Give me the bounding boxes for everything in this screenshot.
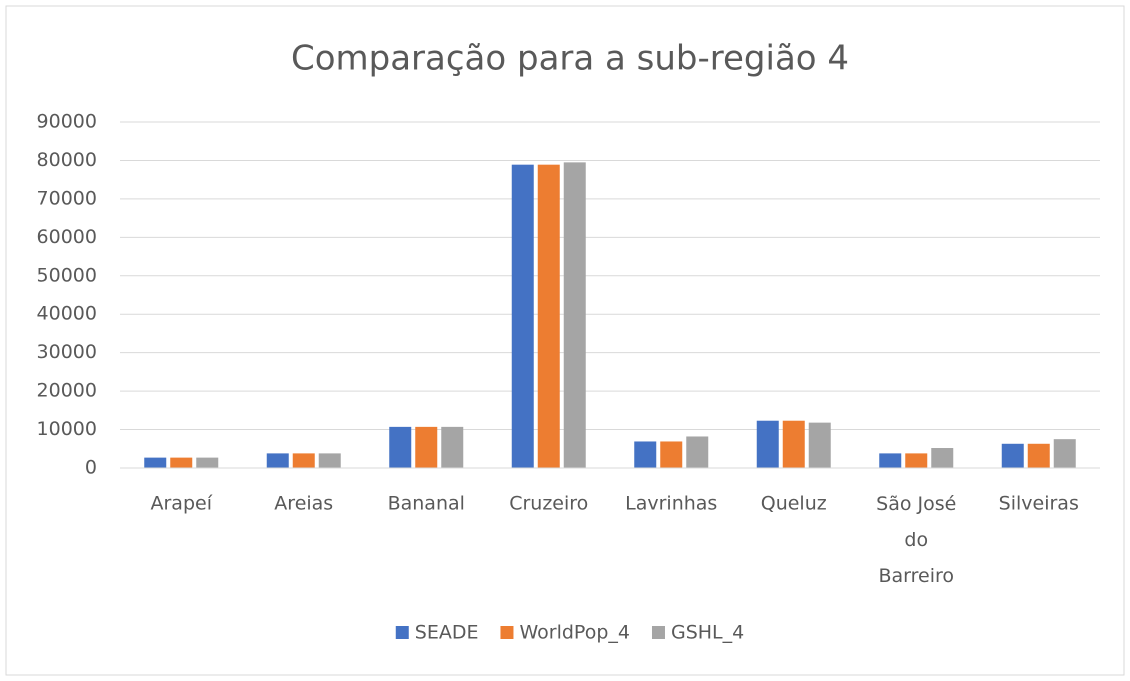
bar xyxy=(196,457,219,468)
bar xyxy=(144,457,167,468)
x-tick-label: Queluz xyxy=(761,493,827,515)
x-tick-label: Areias xyxy=(274,493,333,515)
bar xyxy=(660,441,683,468)
legend-swatch xyxy=(500,626,514,639)
legend-item: GSHL_4 xyxy=(651,622,744,644)
x-tick-label: São José do Barreiro xyxy=(876,493,956,587)
bar xyxy=(756,420,779,468)
bar xyxy=(879,453,902,468)
y-tick-label: 60000 xyxy=(37,226,97,248)
y-tick-label: 30000 xyxy=(37,341,97,363)
x-tick-label: Lavrinhas xyxy=(625,493,717,515)
bar xyxy=(415,426,438,468)
bar xyxy=(1053,439,1076,468)
y-tick-label: 80000 xyxy=(37,149,97,171)
chart-title: Comparação para a sub-região 4 xyxy=(291,39,849,79)
bar xyxy=(266,453,289,468)
x-tick-label: Arapeí xyxy=(151,493,213,515)
bar xyxy=(931,448,954,468)
bar xyxy=(441,426,464,468)
bar xyxy=(1001,443,1024,468)
x-tick-label: Silveiras xyxy=(999,493,1079,515)
bar xyxy=(634,441,657,468)
bar xyxy=(292,453,315,468)
y-tick-label: 40000 xyxy=(37,303,97,325)
y-tick-label: 10000 xyxy=(37,418,97,440)
y-tick-label: 0 xyxy=(85,457,97,479)
legend-label: GSHL_4 xyxy=(671,622,744,644)
legend-swatch xyxy=(395,626,409,639)
legend-item: WorldPop_4 xyxy=(500,622,630,644)
legend-label: SEADE xyxy=(415,622,479,644)
x-tick-label: Cruzeiro xyxy=(509,493,588,515)
bar xyxy=(318,453,341,468)
legend-swatch xyxy=(651,626,665,639)
bar xyxy=(905,453,928,468)
x-tick-label: Bananal xyxy=(388,493,465,515)
y-tick-label: 70000 xyxy=(37,187,97,209)
legend-label: WorldPop_4 xyxy=(519,622,630,644)
bar xyxy=(563,162,586,468)
bar xyxy=(511,164,534,468)
y-tick-label: 90000 xyxy=(37,111,97,133)
bar xyxy=(170,457,193,468)
bar xyxy=(537,164,560,468)
y-tick-label: 20000 xyxy=(37,380,97,402)
y-tick-label: 50000 xyxy=(37,264,97,286)
bar xyxy=(808,422,831,468)
bar xyxy=(389,426,412,468)
legend-item: SEADE xyxy=(395,622,479,644)
bar xyxy=(782,420,805,468)
bar xyxy=(1027,443,1050,468)
bar xyxy=(686,436,709,468)
